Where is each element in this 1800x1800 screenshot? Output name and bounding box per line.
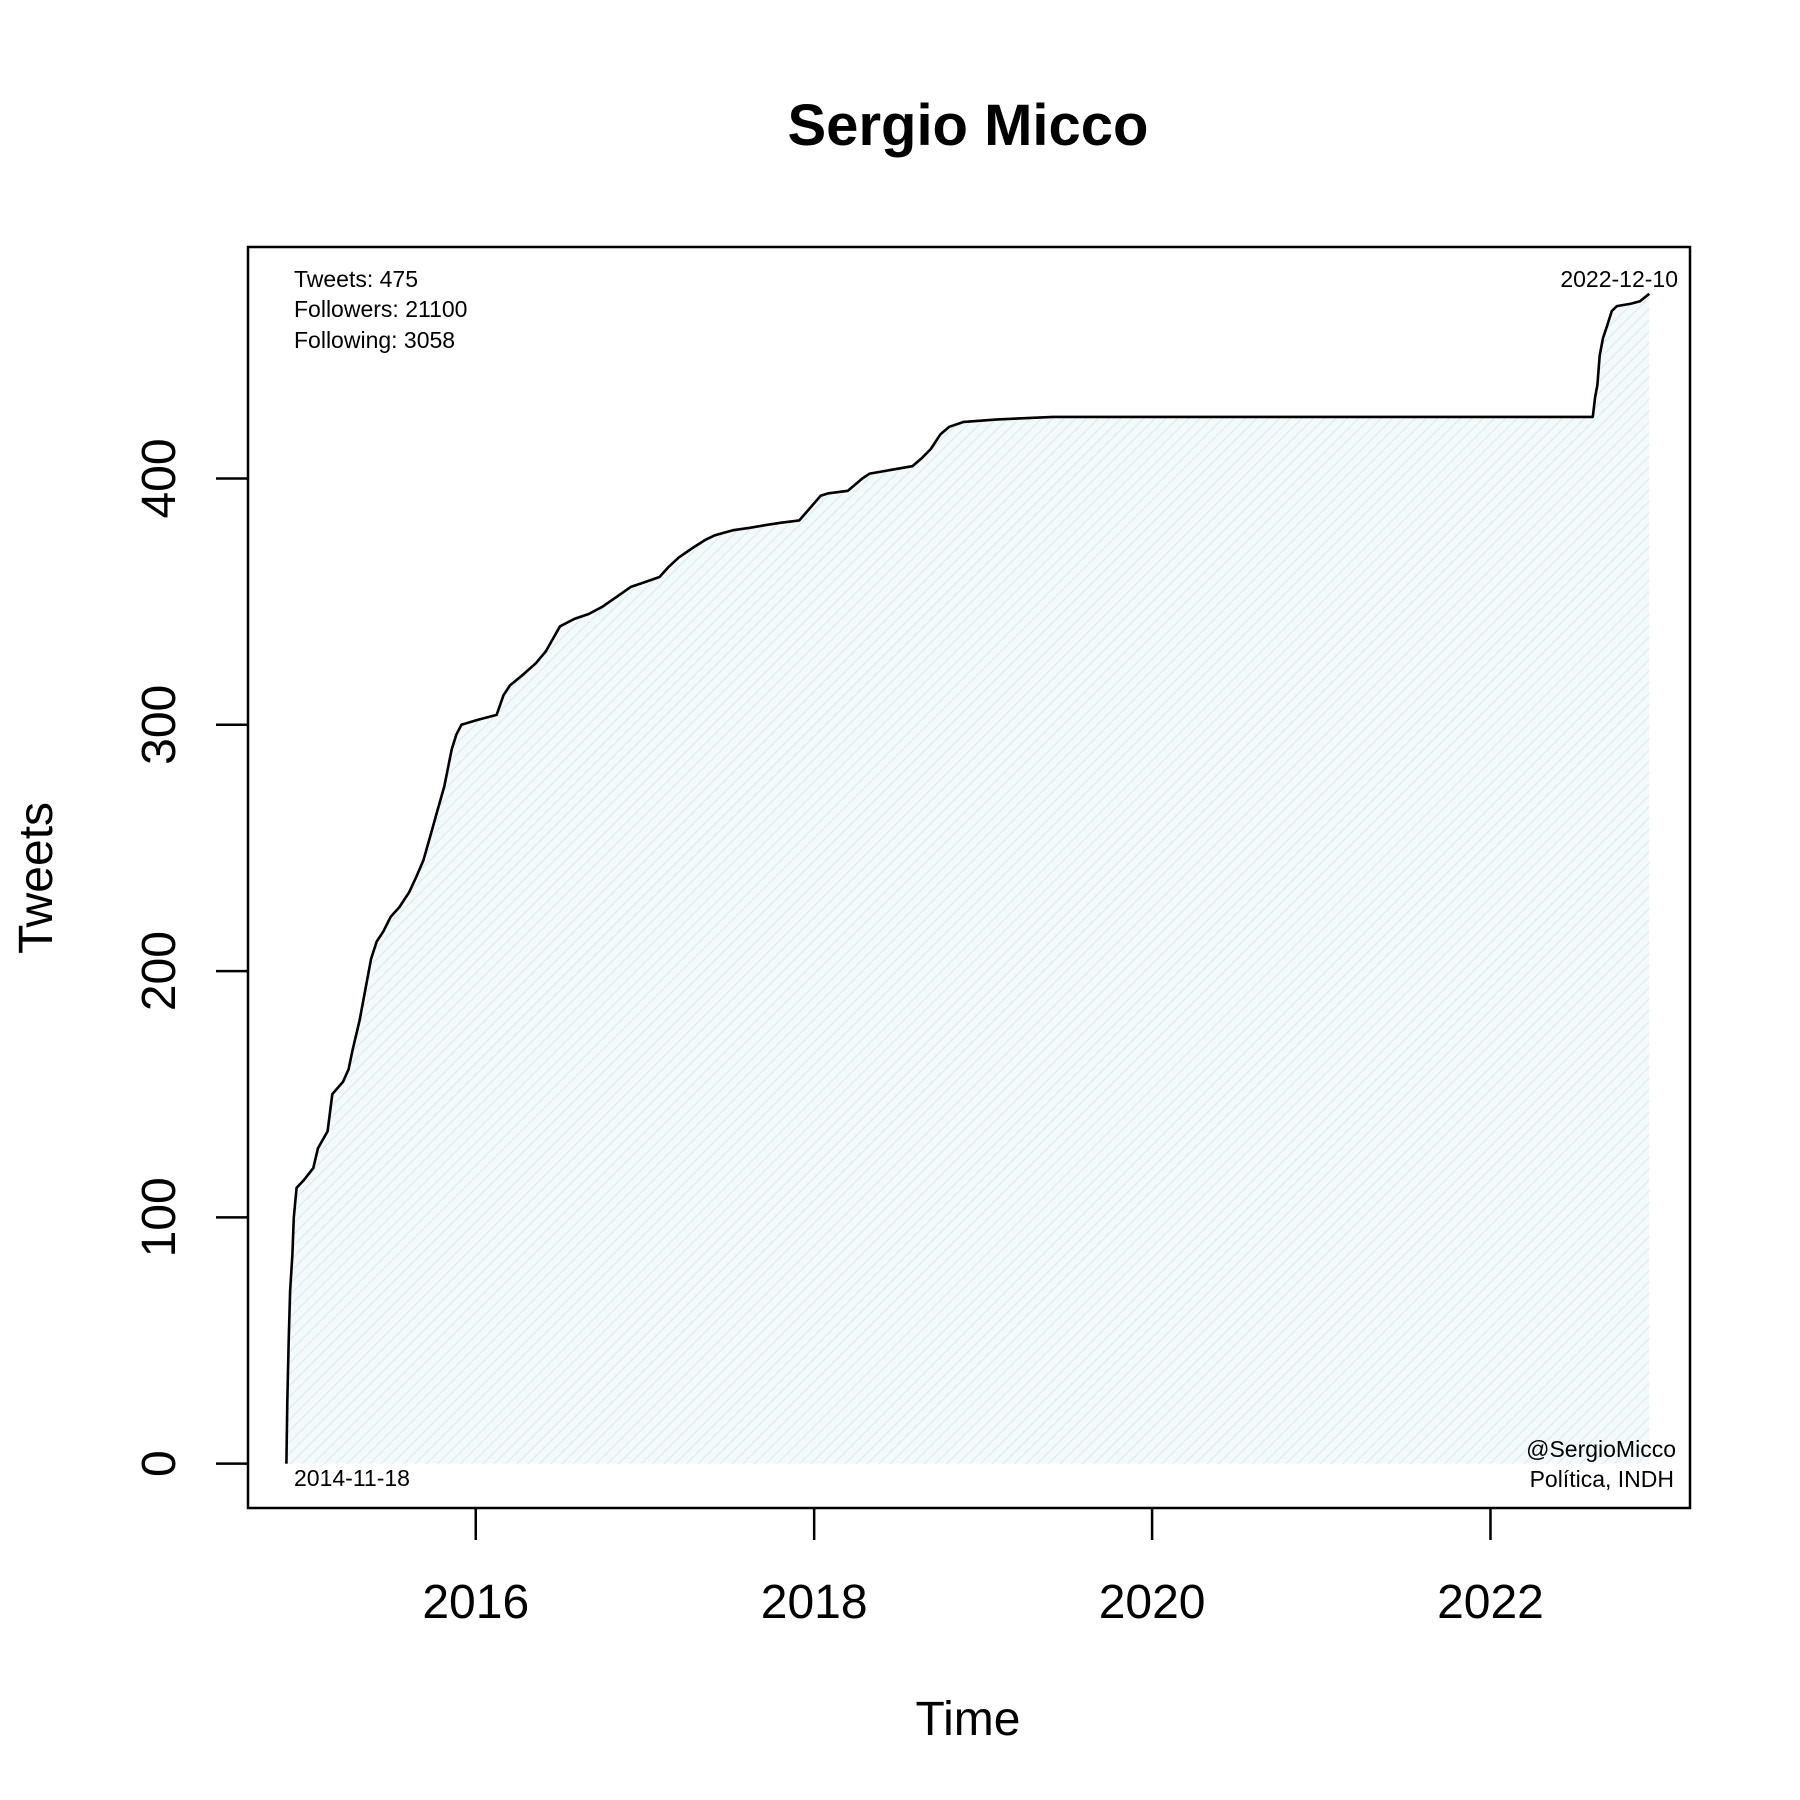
x-axis-title: Time [916,1693,1021,1746]
y-tick-label: 200 [133,931,186,1011]
x-axis: 2016 2018 2020 2022 [422,1508,1544,1629]
series-line [285,292,1651,1464]
y-tick-label: 300 [133,685,186,765]
x-tick-label: 2022 [1437,1576,1544,1629]
stats-followers: Followers: 21100 [294,296,467,322]
plot-area [285,292,1651,1464]
chart-title: Sergio Micco [788,93,1149,158]
y-axis-title: Tweets [10,802,63,954]
description-label: Política, INDH [1530,1466,1674,1492]
y-axis: 0 100 200 300 400 [133,438,248,1477]
x-tick-label: 2016 [422,1576,529,1629]
stats-following: Following: 3058 [294,327,455,353]
y-tick-label: 100 [133,1177,186,1257]
plot-frame [246,245,1692,1510]
stats-tweets: Tweets: 475 [294,266,418,292]
y-tick-label: 400 [133,438,186,518]
x-tick-label: 2018 [761,1576,868,1629]
handle-label: @SergioMicco [1526,1436,1676,1462]
x-tick-label: 2020 [1099,1576,1206,1629]
area-fill [286,293,1650,1464]
start-date-label: 2014-11-18 [294,1465,410,1491]
end-date-label: 2022-12-10 [1560,266,1678,292]
y-tick-label: 0 [133,1450,186,1477]
area-fill-tint [286,293,1650,1464]
stats-annotation: Tweets: 475 Followers: 21100 Following: … [294,266,467,353]
